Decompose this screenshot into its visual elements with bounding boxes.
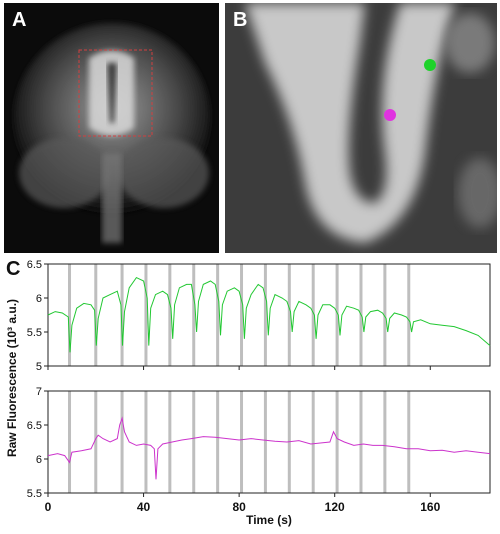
- stimulus-bar: [335, 391, 339, 493]
- stimulus-bar: [311, 391, 315, 493]
- stimulus-bar: [192, 264, 196, 366]
- stimulus-bar: [263, 264, 267, 366]
- y-tick-label: 5: [36, 361, 42, 373]
- stimulus-bar: [287, 264, 291, 366]
- trace-magenta: [47, 416, 491, 480]
- y-tick-label: 6.5: [27, 259, 42, 271]
- stimulus-bar: [68, 391, 72, 493]
- roi-dot-green: [424, 59, 436, 71]
- brain-overview-image: [4, 3, 219, 253]
- stimulus-bar: [383, 391, 387, 493]
- stimulus-bar: [144, 391, 148, 493]
- stimulus-bar: [240, 264, 244, 366]
- stimulus-bar: [144, 264, 148, 366]
- panel-a-brain-image: A: [4, 3, 219, 253]
- axes-frame: [47, 390, 491, 494]
- y-axis-label: Raw Fluorescence (10³ a.u.): [5, 299, 19, 457]
- stimulus-bar: [168, 264, 172, 366]
- stimulus-bar: [383, 264, 387, 366]
- roi-dot-magenta: [384, 109, 396, 121]
- trace-green: [47, 276, 491, 353]
- stimulus-bar: [68, 264, 72, 366]
- y-tick-label: 6: [36, 293, 42, 305]
- panel-label-a: A: [12, 9, 27, 31]
- stimulus-bar: [216, 391, 220, 493]
- stimulus-bar: [335, 264, 339, 366]
- panel-label-b: B: [233, 9, 248, 31]
- stimulus-bar: [120, 264, 124, 366]
- x-tick-label: 0: [45, 500, 52, 514]
- y-tick-label: 5.5: [27, 327, 42, 339]
- x-tick-label: 80: [232, 500, 246, 514]
- stimulus-bar: [359, 391, 363, 493]
- y-tick-label: 6: [36, 454, 42, 466]
- stimulus-bar: [94, 264, 98, 366]
- stimulus-bar: [407, 264, 411, 366]
- x-tick-label: 120: [325, 500, 345, 514]
- y-tick-label: 6.5: [27, 420, 42, 432]
- stimulus-bar: [192, 391, 196, 493]
- brain-zoom-image: [225, 3, 497, 253]
- stimulus-bar: [407, 391, 411, 493]
- stimulus-bar: [120, 391, 124, 493]
- axes-frame: [47, 263, 491, 367]
- stimulus-bar: [311, 264, 315, 366]
- stimulus-bar: [94, 391, 98, 493]
- panel-b-zoom-image: B: [225, 3, 497, 253]
- stimulus-bar: [263, 391, 267, 493]
- y-tick-label: 7: [36, 386, 42, 398]
- roi-box: [78, 49, 153, 137]
- y-tick-label: 5.5: [27, 488, 42, 500]
- stimulus-bar: [216, 264, 220, 366]
- panel-label-c: C: [6, 258, 21, 280]
- x-tick-label: 160: [420, 500, 440, 514]
- fluorescence-chart: 5 5.5 6 6.5 5.5 6 6.5 7 0 40 80 120 160 Time (s) Raw F…: [5, 259, 491, 527]
- x-axis-label: Time (s): [246, 513, 292, 527]
- x-tick-label: 40: [137, 500, 151, 514]
- stimulus-bar: [240, 391, 244, 493]
- panel-c-traces: C 5 5.5 6 6.5 5.5 6 6.5 7 0 40 80 120 160 Time (s) Raw…: [0, 256, 500, 529]
